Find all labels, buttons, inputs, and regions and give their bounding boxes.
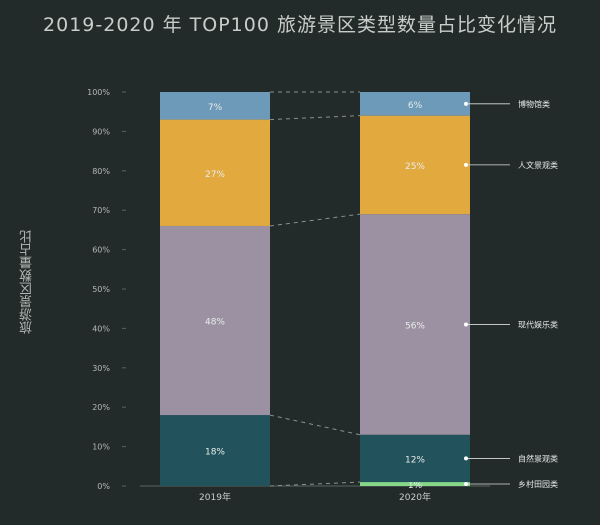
y-tick-label: 0% [97, 482, 110, 491]
bar-segment [360, 214, 470, 435]
legend-label: 乡村田园类 [518, 479, 558, 489]
data-label: 1% [408, 481, 423, 491]
data-label: 6% [408, 101, 423, 111]
connector-line [269, 414, 361, 436]
bar-segment [160, 92, 270, 120]
connector-line [269, 481, 361, 487]
bar-segment [360, 434, 470, 483]
y-tick-label: 20% [92, 403, 110, 412]
bar-segment [360, 115, 470, 215]
data-label: 56% [405, 321, 425, 331]
bar-segment [160, 225, 270, 416]
y-tick-label: 100% [87, 88, 110, 97]
legend-label: 现代娱乐类 [518, 319, 558, 329]
legend-dot [464, 162, 468, 167]
y-tick-label: 90% [92, 127, 110, 136]
y-tick-label: 60% [92, 246, 110, 255]
data-label: 18% [205, 448, 225, 458]
chart-title: 2019-2020 年 TOP100 旅游景区类型数量占比变化情况 [43, 14, 557, 36]
y-tick-label: 40% [92, 324, 110, 333]
data-label: 25% [405, 162, 425, 172]
bar-segment [160, 119, 270, 226]
legend-label: 博物馆类 [518, 99, 550, 109]
legend-label: 自然景观类 [518, 453, 558, 463]
data-label: 48% [205, 318, 225, 328]
y-tick-label: 80% [92, 167, 110, 176]
connector-line [269, 115, 361, 121]
connector-line [269, 213, 361, 227]
legend-label: 人文景观类 [518, 160, 558, 170]
legend-dot [464, 482, 468, 487]
data-label: 12% [405, 455, 425, 465]
y-tick-label: 70% [92, 206, 110, 215]
x-tick-label: 2019年 [199, 491, 231, 503]
bar-segment [360, 482, 470, 486]
data-label: 27% [205, 170, 225, 180]
bar-segment [360, 92, 470, 116]
data-label: 7% [208, 103, 223, 113]
y-tick-label: 50% [92, 285, 110, 294]
legend-dot [464, 101, 468, 106]
y-tick-label: 30% [92, 364, 110, 373]
bar-segment [160, 415, 270, 486]
y-tick-label: 10% [92, 443, 110, 452]
legend-dot [464, 322, 468, 327]
x-tick-label: 2020年 [399, 491, 431, 503]
legend-dot [464, 456, 468, 461]
